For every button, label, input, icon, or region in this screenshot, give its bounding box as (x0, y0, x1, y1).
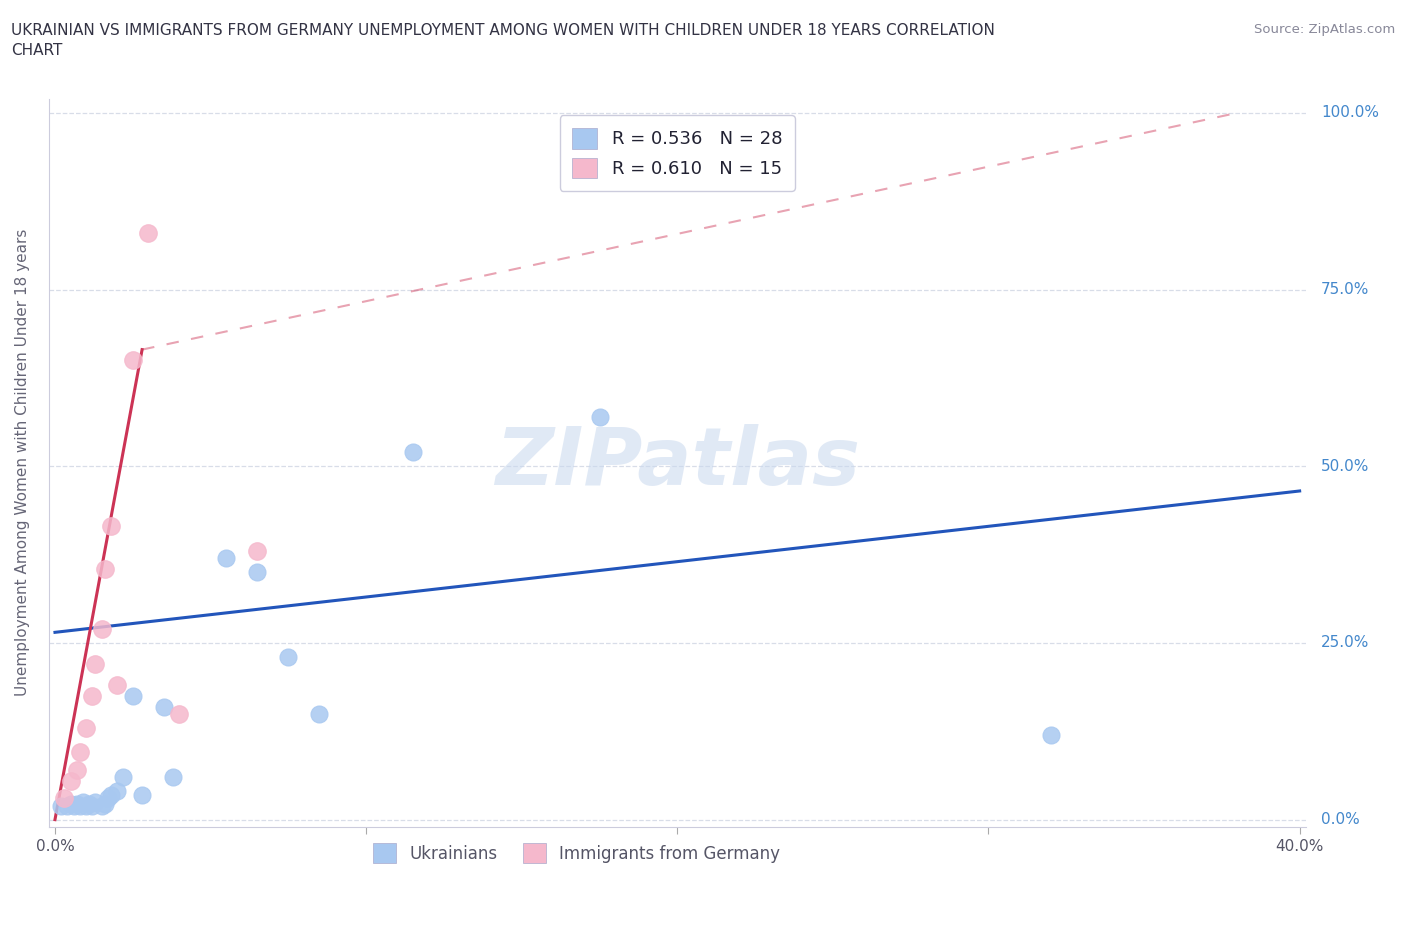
Point (246, 544, 269, 559)
Point (105, 678, 128, 693)
Point (90, 798, 112, 813)
Point (162, 770, 184, 785)
Point (136, 226, 159, 241)
Point (153, 699, 176, 714)
Point (112, 770, 135, 785)
Point (82, 798, 104, 813)
Y-axis label: Unemployment Among Women with Children Under 18 years: Unemployment Among Women with Children U… (15, 229, 30, 697)
Text: Source: ZipAtlas.com: Source: ZipAtlas.com (1254, 23, 1395, 36)
Point (53, 791, 76, 806)
Point (308, 706, 330, 721)
Text: 75.0%: 75.0% (1322, 282, 1369, 297)
Point (72, 794, 94, 809)
Point (94, 562, 117, 577)
Point (215, 551, 238, 565)
Point (588, 409, 610, 424)
Point (169, 706, 191, 721)
Text: 0.0%: 0.0% (1322, 812, 1360, 827)
Point (84, 657, 107, 671)
Point (402, 445, 425, 459)
Point (75, 798, 97, 813)
Point (277, 650, 299, 665)
Point (90, 621, 112, 636)
Point (51, 798, 73, 813)
Point (84, 794, 107, 809)
Point (56, 798, 79, 813)
Point (69, 798, 91, 813)
Point (121, 688, 143, 703)
Text: ZIPatlas: ZIPatlas (495, 424, 860, 501)
Point (66, 763, 89, 777)
Point (59, 774, 82, 789)
Point (100, 788, 122, 803)
Point (121, 352, 143, 367)
Point (62, 798, 84, 813)
Point (100, 519, 122, 534)
Point (246, 565, 269, 579)
Point (66, 797, 89, 812)
Text: 50.0%: 50.0% (1322, 458, 1369, 473)
Text: UKRAINIAN VS IMMIGRANTS FROM GERMANY UNEMPLOYMENT AMONG WOMEN WITH CHILDREN UNDE: UKRAINIAN VS IMMIGRANTS FROM GERMANY UNE… (11, 23, 995, 58)
Text: 25.0%: 25.0% (1322, 635, 1369, 650)
Point (75, 721, 97, 736)
Point (77, 797, 100, 812)
Point (1039, 727, 1062, 742)
Point (105, 784, 128, 799)
Point (82, 688, 104, 703)
Point (94, 797, 117, 812)
Legend: Ukrainians, Immigrants from Germany: Ukrainians, Immigrants from Germany (367, 837, 787, 870)
Point (69, 745, 91, 760)
Text: 100.0%: 100.0% (1322, 105, 1379, 120)
Point (131, 788, 153, 803)
Point (97, 791, 120, 806)
Point (59, 797, 82, 812)
